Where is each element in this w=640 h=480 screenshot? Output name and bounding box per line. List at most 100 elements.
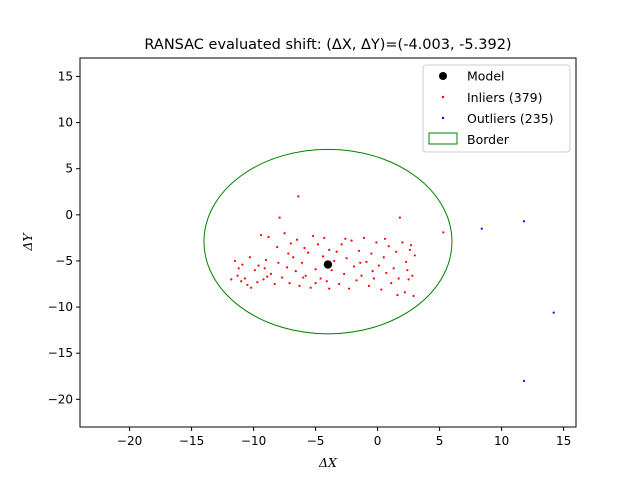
inlier-point: [387, 245, 390, 248]
y-tick-label: 15: [58, 69, 73, 83]
y-tick-label: −10: [48, 300, 73, 314]
inlier-point: [367, 284, 371, 287]
legend-model-label: Model: [467, 69, 505, 84]
x-tick-label: −10: [241, 434, 266, 448]
inlier-point: [285, 266, 289, 269]
inlier-point: [370, 252, 373, 255]
inlier-point: [294, 269, 297, 273]
inlier-point: [319, 277, 322, 280]
inlier-point: [276, 246, 279, 249]
legend-model-marker: [439, 72, 447, 80]
inlier-point: [412, 294, 415, 298]
x-tick-label: −5: [307, 434, 325, 448]
inlier-point: [248, 256, 251, 259]
inlier-point: [253, 269, 256, 272]
x-tick-label: 5: [436, 434, 444, 448]
inlier-point: [442, 231, 445, 234]
chart-title: RANSAC evaluated shift: (ΔX, ΔY)=(-4.003…: [144, 37, 511, 53]
inlier-point: [371, 269, 374, 273]
inlier-point: [300, 261, 304, 264]
inlier-point: [267, 235, 270, 239]
inlier-point: [262, 278, 265, 281]
inlier-point: [277, 261, 280, 264]
inlier-point: [407, 278, 410, 281]
x-axis: −20 −15 −10 −5 0 5 10 15: [117, 427, 571, 448]
inlier-point: [263, 267, 266, 270]
legend-inliers-marker: [441, 95, 445, 99]
inlier-point: [333, 259, 336, 263]
legend-outliers-label: Outliers (235): [467, 111, 554, 126]
inlier-point: [406, 269, 409, 272]
inlier-point: [343, 272, 346, 275]
inlier-point: [257, 264, 260, 267]
inlier-point: [365, 260, 368, 263]
inlier-point: [250, 286, 253, 289]
inlier-point: [288, 281, 291, 285]
y-tick-label: −20: [48, 392, 73, 406]
y-axis-label: ΔY: [20, 232, 35, 252]
inlier-point: [330, 269, 333, 272]
inlier-point: [237, 267, 240, 270]
inlier-point: [409, 244, 413, 247]
inlier-point: [273, 282, 276, 286]
inlier-point: [323, 236, 326, 239]
inlier-point: [408, 248, 411, 251]
inlier-point: [401, 241, 404, 244]
outlier-point: [480, 227, 483, 230]
x-tick-label: 0: [374, 434, 382, 448]
inlier-point: [413, 254, 416, 257]
inlier-point: [360, 274, 363, 277]
inlier-point: [338, 282, 341, 286]
inlier-point: [304, 274, 307, 277]
x-tick-label: −20: [117, 434, 142, 448]
inlier-point: [357, 249, 361, 252]
inlier-point: [307, 251, 310, 254]
inlier-point: [396, 293, 399, 297]
inlier-point: [403, 291, 406, 294]
inlier-point: [266, 275, 269, 278]
inlier-point: [314, 281, 317, 285]
x-tick-label: 15: [556, 434, 571, 448]
border-ellipse: [203, 148, 453, 335]
inlier-point: [287, 252, 290, 255]
inlier-point: [398, 216, 402, 219]
inlier-point: [350, 239, 353, 242]
inlier-point: [256, 281, 259, 284]
x-axis-label: ΔX: [318, 455, 338, 470]
inlier-point: [325, 280, 328, 283]
inlier-point: [335, 250, 338, 253]
inlier-point: [241, 263, 244, 266]
inlier-point: [390, 281, 393, 285]
legend-border-label: Border: [467, 132, 510, 147]
inlier-point: [236, 274, 239, 277]
inlier-point: [298, 284, 301, 287]
inlier-point: [316, 243, 320, 246]
inlier-point: [269, 272, 273, 275]
inlier-point: [385, 271, 388, 275]
inlier-point: [233, 259, 237, 263]
inlier-point: [230, 278, 233, 281]
model-point: [323, 260, 333, 269]
inlier-point: [243, 277, 247, 280]
inliers-series: [230, 195, 445, 298]
inlier-point: [246, 283, 249, 287]
legend: Model Inliers (379) Outliers (235) Borde…: [422, 64, 571, 153]
inlier-point: [328, 287, 331, 290]
inlier-point: [240, 280, 243, 283]
inlier-point: [292, 256, 295, 259]
inlier-point: [340, 243, 343, 246]
inlier-point: [405, 260, 408, 263]
inlier-point: [303, 246, 306, 250]
y-tick-label: 10: [58, 116, 73, 130]
inlier-point: [321, 255, 325, 258]
legend-box: [422, 64, 571, 153]
inlier-point: [382, 256, 385, 259]
inlier-point: [295, 238, 299, 241]
outlier-point: [522, 220, 526, 223]
inlier-point: [283, 232, 286, 235]
inlier-point: [347, 287, 351, 290]
inlier-point: [372, 277, 375, 280]
y-tick-label: 0: [65, 208, 73, 222]
inlier-point: [362, 236, 366, 239]
